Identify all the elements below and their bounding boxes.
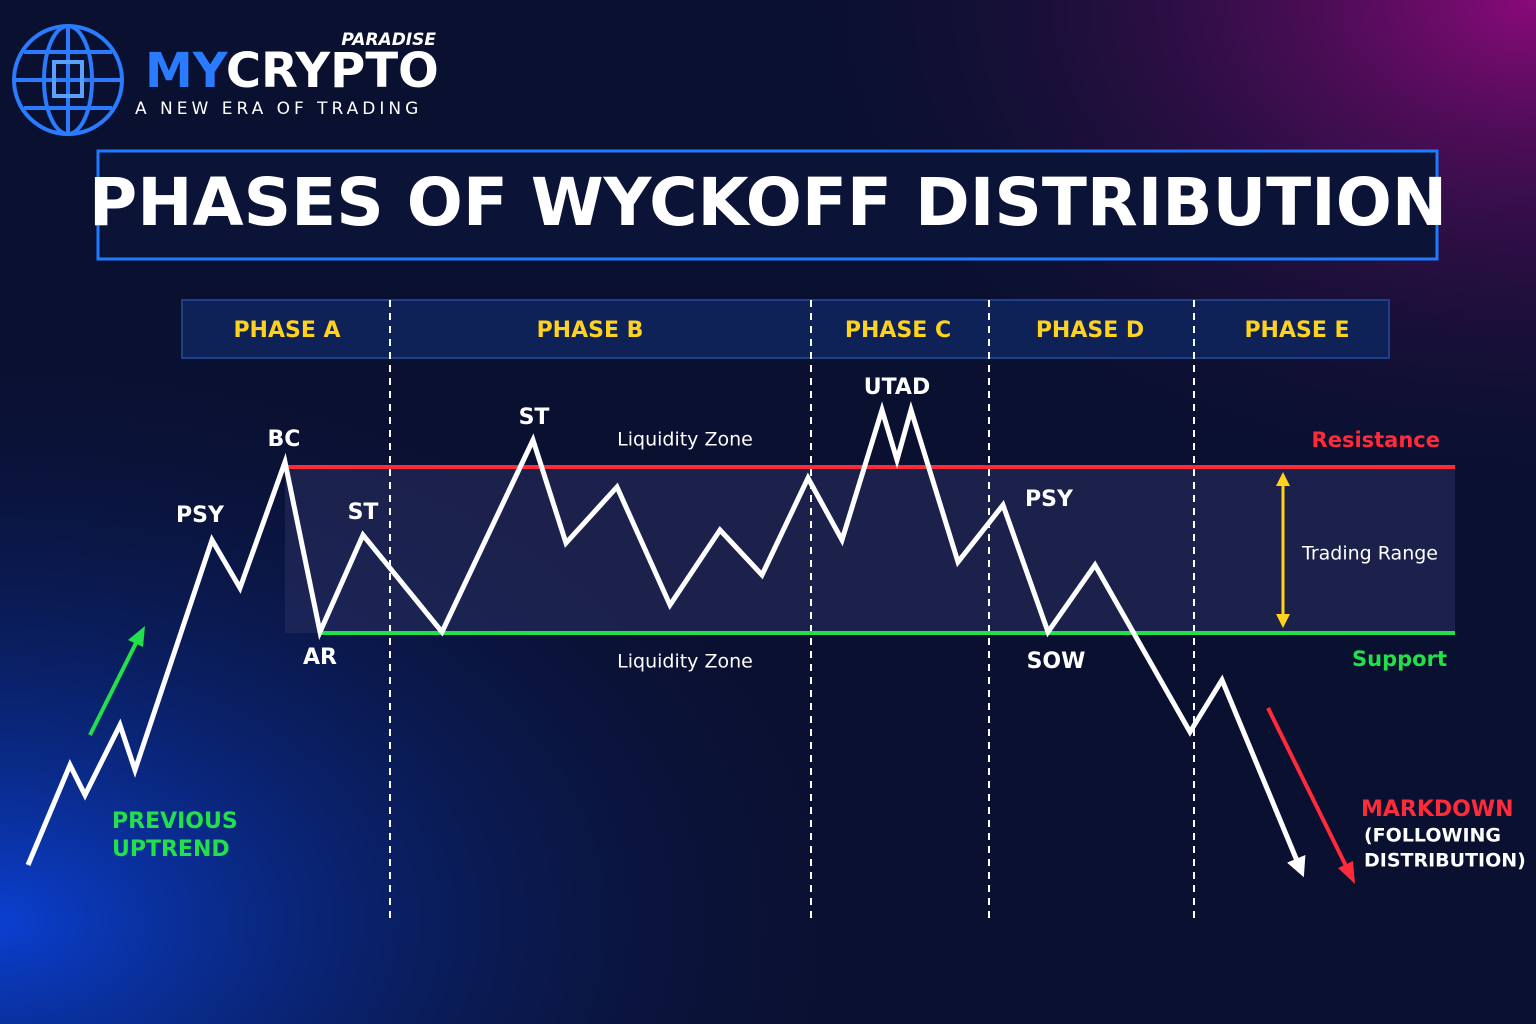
tagline: A NEW ERA OF TRADING — [135, 99, 422, 119]
phase-label: PHASE C — [845, 318, 951, 343]
range-label: Trading Range — [1301, 543, 1438, 565]
brand-name: MYCRYPTO — [145, 43, 439, 99]
uptrend-arrow — [88, 634, 142, 736]
markdown-label: MARKDOWN — [1361, 797, 1514, 822]
trend-label: UPTREND — [112, 837, 230, 862]
phase-label: PHASE E — [1244, 318, 1349, 343]
event-label: ST — [519, 405, 550, 430]
uptrend-arrowhead — [128, 626, 145, 647]
phase-label: PHASE B — [537, 318, 644, 343]
brand-tag: PARADISE — [341, 30, 436, 50]
title: PHASES OF WYCKOFF DISTRIBUTION — [89, 164, 1447, 241]
event-label: BC — [268, 427, 301, 452]
title-box — [96, 149, 1439, 261]
event-label: UTAD — [864, 375, 930, 400]
support-label: Support — [1352, 647, 1447, 671]
markdown-note: (FOLLOWING — [1364, 825, 1501, 847]
liquidity-label: Liquidity Zone — [617, 429, 753, 451]
phase-label: PHASE A — [233, 318, 340, 343]
phase-bar — [181, 299, 1390, 359]
markdown-arrow — [1266, 707, 1350, 871]
event-label: AR — [303, 645, 337, 670]
logo — [12, 24, 124, 136]
markdown-note: DISTRIBUTION) — [1364, 850, 1526, 872]
resistance-label: Resistance — [1312, 428, 1440, 452]
brand-prefix: MY — [145, 43, 229, 99]
event-label: ST — [348, 500, 379, 525]
markdown-arrowhead — [1338, 861, 1355, 884]
trading-range — [285, 467, 1455, 633]
phase-label: PHASE D — [1036, 318, 1144, 343]
event-label: PSY — [1025, 487, 1074, 512]
trend-label: PREVIOUS — [112, 809, 238, 834]
event-label: SOW — [1027, 649, 1086, 674]
event-label: PSY — [176, 503, 225, 528]
price-path — [25, 401, 1306, 878]
liquidity-label: Liquidity Zone — [617, 651, 753, 673]
brand-suffix: CRYPTO — [226, 43, 439, 99]
